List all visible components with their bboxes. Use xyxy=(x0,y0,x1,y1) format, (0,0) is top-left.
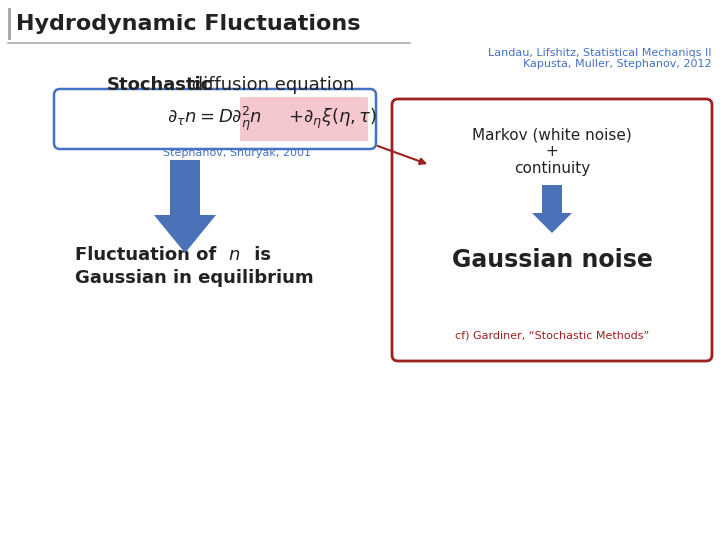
Text: Markov (white noise): Markov (white noise) xyxy=(472,127,632,143)
FancyBboxPatch shape xyxy=(392,99,712,361)
Text: diffusion equation: diffusion equation xyxy=(186,76,354,94)
Text: is: is xyxy=(248,246,271,264)
Text: continuity: continuity xyxy=(514,161,590,177)
Text: $n$: $n$ xyxy=(228,246,240,264)
Polygon shape xyxy=(154,160,216,253)
Polygon shape xyxy=(532,185,572,233)
Text: $+ \partial_{\eta}\xi(\eta, \tau)$: $+ \partial_{\eta}\xi(\eta, \tau)$ xyxy=(289,107,377,131)
Text: Gaussian in equilibrium: Gaussian in equilibrium xyxy=(75,269,314,287)
Text: Hydrodynamic Fluctuations: Hydrodynamic Fluctuations xyxy=(16,14,361,34)
Text: Kapusta, Muller, Stephanov, 2012: Kapusta, Muller, Stephanov, 2012 xyxy=(523,59,712,69)
Text: cf) Gardiner, “Stochastic Methods”: cf) Gardiner, “Stochastic Methods” xyxy=(455,330,649,340)
Text: Landau, Lifshitz, Statistical Mechaniqs II: Landau, Lifshitz, Statistical Mechaniqs … xyxy=(488,48,712,58)
Text: Gaussian noise: Gaussian noise xyxy=(451,248,652,272)
Text: Stochastic: Stochastic xyxy=(107,76,212,94)
FancyBboxPatch shape xyxy=(54,89,376,149)
Text: Stephanov, Shuryak, 2001: Stephanov, Shuryak, 2001 xyxy=(163,148,311,158)
Text: +: + xyxy=(546,145,559,159)
Bar xyxy=(8,8,11,40)
Text: $\partial_{\tau} n = D\partial_{\eta}^{2} n$: $\partial_{\tau} n = D\partial_{\eta}^{2… xyxy=(168,105,263,133)
FancyBboxPatch shape xyxy=(240,97,368,141)
Text: Fluctuation of: Fluctuation of xyxy=(75,246,222,264)
